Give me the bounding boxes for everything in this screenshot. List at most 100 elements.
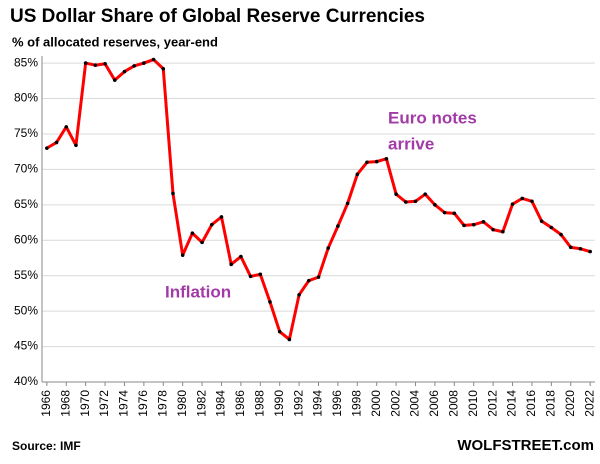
data-point xyxy=(384,156,389,161)
data-point xyxy=(501,229,505,234)
source: Source: IMF xyxy=(12,439,81,453)
y-tick-label: 85% xyxy=(14,55,38,69)
y-tick-label: 40% xyxy=(14,374,38,388)
y-tick-label: 70% xyxy=(14,162,38,176)
x-tick-label: 2012 xyxy=(485,390,499,417)
data-point xyxy=(588,249,592,254)
data-point xyxy=(142,61,146,65)
data-point xyxy=(578,246,583,251)
data-point xyxy=(268,300,272,304)
annotation: Inflation xyxy=(165,282,231,301)
data-point xyxy=(355,172,360,177)
y-tick-label: 75% xyxy=(14,126,38,140)
data-point xyxy=(549,225,554,230)
data-point xyxy=(112,78,117,82)
data-point xyxy=(452,211,457,216)
data-point xyxy=(171,191,175,196)
data-point xyxy=(365,160,369,165)
data-point xyxy=(462,223,466,228)
data-point xyxy=(239,254,243,259)
x-tick-label: 1994 xyxy=(311,390,325,417)
x-tick-label: 1976 xyxy=(136,390,150,417)
data-point xyxy=(248,274,253,279)
chart-title: US Dollar Share of Global Reserve Curren… xyxy=(10,6,425,27)
x-tick-label: 2022 xyxy=(582,390,596,417)
data-point xyxy=(471,222,476,227)
data-point xyxy=(219,215,224,219)
data-point xyxy=(151,57,156,62)
data-point xyxy=(326,246,331,250)
data-point xyxy=(122,69,127,74)
y-tick-label: 60% xyxy=(14,232,38,246)
x-tick-label: 1968 xyxy=(58,390,72,417)
data-point xyxy=(190,231,195,235)
y-tick-label: 50% xyxy=(14,303,38,317)
data-point xyxy=(54,140,59,145)
data-point xyxy=(530,199,534,204)
data-point xyxy=(491,227,495,232)
chart-subtitle: % of allocated reserves, year-end xyxy=(12,34,218,49)
data-point xyxy=(277,329,282,334)
data-point xyxy=(103,61,107,66)
data-point xyxy=(74,143,78,148)
data-point xyxy=(442,210,447,215)
x-tick-label: 2004 xyxy=(408,390,422,417)
annotation: arrive xyxy=(388,134,434,153)
data-point xyxy=(180,253,185,257)
x-tick-label: 1972 xyxy=(97,390,111,417)
x-tick-label: 2008 xyxy=(446,390,460,417)
x-tick-label: 1992 xyxy=(291,390,305,417)
data-point xyxy=(404,200,408,204)
data-point xyxy=(200,240,204,245)
x-tick-label: 1990 xyxy=(272,390,286,417)
data-point xyxy=(316,275,321,279)
data-point xyxy=(83,61,88,65)
y-tick-label: 80% xyxy=(14,91,38,105)
y-tick-label: 55% xyxy=(14,268,38,282)
data-point xyxy=(559,232,563,237)
data-point xyxy=(93,63,98,68)
x-tick-label: 2014 xyxy=(505,390,519,417)
x-tick-label: 1984 xyxy=(214,390,228,417)
x-tick-label: 1988 xyxy=(252,390,266,417)
data-point xyxy=(539,219,544,223)
data-point xyxy=(161,66,166,71)
data-point xyxy=(229,262,233,267)
x-tick-label: 1978 xyxy=(155,390,169,417)
data-point xyxy=(568,245,573,250)
data-point xyxy=(413,199,418,204)
data-point xyxy=(258,272,263,277)
data-point xyxy=(306,278,311,283)
x-tick-label: 1996 xyxy=(330,390,344,417)
x-tick-label: 2018 xyxy=(544,390,558,417)
data-line xyxy=(46,58,591,341)
x-tick-label: 1986 xyxy=(233,390,247,417)
x-tick-label: 1980 xyxy=(175,390,189,417)
data-point xyxy=(287,337,292,342)
data-point xyxy=(345,201,350,206)
data-point xyxy=(510,202,515,206)
y-tick-label: 45% xyxy=(14,339,38,353)
data-point xyxy=(209,222,214,227)
data-point xyxy=(520,196,525,201)
x-tick-label: 2002 xyxy=(388,390,402,417)
annotation: Euro notes xyxy=(388,108,477,127)
x-tick-label: 2020 xyxy=(563,390,577,417)
x-tick-label: 1974 xyxy=(117,390,131,417)
credit: WOLFSTREET.com xyxy=(457,437,594,454)
data-point xyxy=(64,125,69,129)
data-point xyxy=(45,146,49,150)
x-tick-label: 1998 xyxy=(349,390,363,417)
data-point xyxy=(374,159,379,164)
data-point xyxy=(481,220,486,224)
x-tick-label: 2006 xyxy=(427,390,441,417)
data-point xyxy=(394,192,398,196)
y-tick-label: 65% xyxy=(14,197,38,211)
x-tick-label: 2010 xyxy=(466,390,480,417)
data-point xyxy=(336,224,340,228)
x-tick-label: 1982 xyxy=(194,390,208,417)
x-tick-label: 2016 xyxy=(524,390,538,417)
data-point xyxy=(297,293,301,297)
